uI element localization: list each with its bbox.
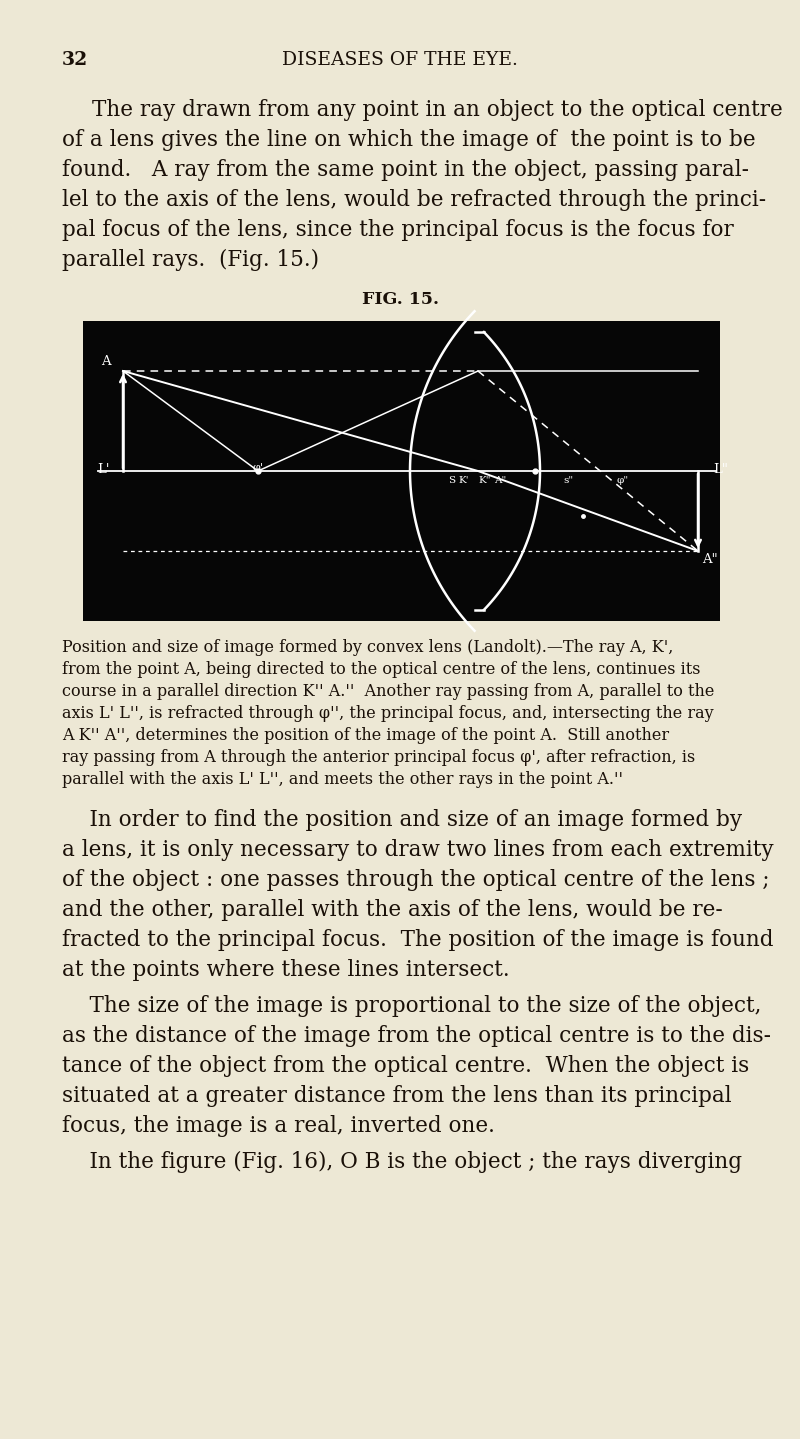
- Text: φ": φ": [617, 476, 629, 485]
- Text: course in a parallel direction K'' A.''  Another ray passing from A, parallel to: course in a parallel direction K'' A.'' …: [62, 684, 714, 699]
- Text: L": L": [713, 463, 728, 476]
- Text: A: A: [102, 355, 111, 368]
- Text: axis L' L'', is refracted through φ'', the principal focus, and, intersecting th: axis L' L'', is refracted through φ'', t…: [62, 705, 714, 722]
- Text: Position and size of image formed by convex lens (Landolt).—The ray A, K',: Position and size of image formed by con…: [62, 639, 674, 656]
- Text: In the figure (Fig. 16), O B is the object ; the rays diverging: In the figure (Fig. 16), O B is the obje…: [62, 1151, 742, 1173]
- Bar: [83, 321, 720, 622]
- Text: parallel with the axis L' L'', and meets the other rays in the point A.'': parallel with the axis L' L'', and meets…: [62, 771, 623, 789]
- Text: DISEASES OF THE EYE.: DISEASES OF THE EYE.: [282, 50, 518, 69]
- Text: FIG. 15.: FIG. 15.: [362, 291, 438, 308]
- Text: A": A": [702, 553, 718, 566]
- Text: situated at a greater distance from the lens than its principal: situated at a greater distance from the …: [62, 1085, 732, 1107]
- Text: ray passing from A through the anterior principal focus φ', after refraction, is: ray passing from A through the anterior …: [62, 750, 695, 766]
- Text: from the point A, being directed to the optical centre of the lens, continues it: from the point A, being directed to the …: [62, 661, 701, 678]
- Text: Α": Α": [494, 476, 506, 485]
- Text: fracted to the principal focus.  The position of the image is found: fracted to the principal focus. The posi…: [62, 930, 774, 951]
- Text: tance of the object from the optical centre.  When the object is: tance of the object from the optical cen…: [62, 1055, 750, 1076]
- Text: pal focus of the lens, since the principal focus is the focus for: pal focus of the lens, since the princip…: [62, 219, 734, 240]
- Text: 32: 32: [62, 50, 88, 69]
- Text: K': K': [458, 476, 470, 485]
- Text: of the object : one passes through the optical centre of the lens ;: of the object : one passes through the o…: [62, 869, 770, 891]
- Text: of a lens gives the line on which the image of  the point is to be: of a lens gives the line on which the im…: [62, 130, 756, 151]
- Text: s": s": [563, 476, 573, 485]
- Text: as the distance of the image from the optical centre is to the dis-: as the distance of the image from the op…: [62, 1025, 771, 1048]
- Text: lel to the axis of the lens, would be refracted through the princi-: lel to the axis of the lens, would be re…: [62, 189, 766, 212]
- Text: S: S: [449, 476, 455, 485]
- Text: A K'' A'', determines the position of the image of the point A.  Still another: A K'' A'', determines the position of th…: [62, 727, 669, 744]
- Text: and the other, parallel with the axis of the lens, would be re-: and the other, parallel with the axis of…: [62, 899, 722, 921]
- Text: parallel rays.  (Fig. 15.): parallel rays. (Fig. 15.): [62, 249, 319, 271]
- Text: The size of the image is proportional to the size of the object,: The size of the image is proportional to…: [62, 994, 762, 1017]
- Text: focus, the image is a real, inverted one.: focus, the image is a real, inverted one…: [62, 1115, 495, 1137]
- Text: K": K": [478, 476, 490, 485]
- Text: at the points where these lines intersect.: at the points where these lines intersec…: [62, 958, 510, 981]
- Text: φ': φ': [253, 463, 263, 473]
- Text: a lens, it is only necessary to draw two lines from each extremity: a lens, it is only necessary to draw two…: [62, 839, 774, 861]
- Text: The ray drawn from any point in an object to the optical centre: The ray drawn from any point in an objec…: [92, 99, 782, 121]
- Text: In order to find the position and size of an image formed by: In order to find the position and size o…: [62, 809, 742, 830]
- Text: L': L': [97, 463, 110, 476]
- Text: found.   A ray from the same point in the object, passing paral-: found. A ray from the same point in the …: [62, 158, 749, 181]
